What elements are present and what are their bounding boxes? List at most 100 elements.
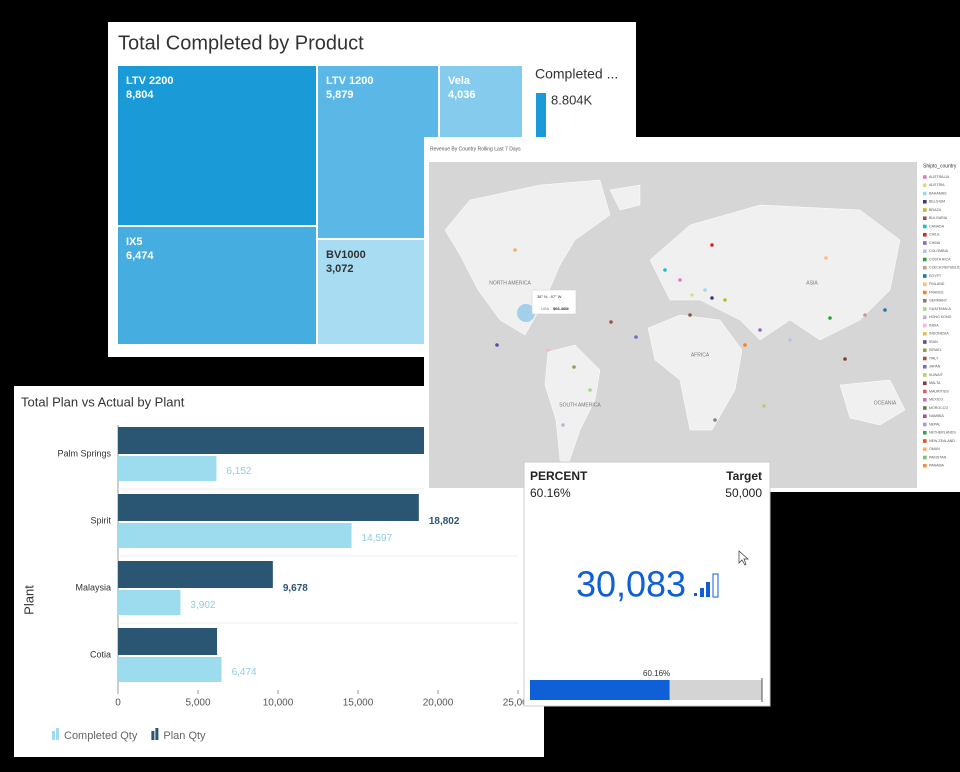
legend-swatch (52, 731, 55, 740)
region-label: OCEANIA (874, 400, 897, 406)
trend-icon (712, 573, 719, 598)
legend-label: MEXICO (929, 398, 943, 402)
x-tick-label: 20,000 (423, 698, 454, 709)
legend-swatch (155, 728, 159, 740)
cursor (738, 550, 749, 566)
land (609, 184, 641, 211)
legend-swatch (923, 282, 927, 287)
legend-swatch (923, 232, 927, 237)
map-point (788, 338, 792, 342)
legend-label: Completed Qty (64, 730, 138, 742)
region-label: AFRICA (691, 352, 710, 358)
map-point (710, 243, 714, 247)
treemap-tile (118, 227, 316, 344)
legend-label: CHILE (929, 233, 940, 237)
legend-label: JAPAN (929, 365, 941, 369)
legend-label: BRAZIL (929, 208, 942, 212)
legend-swatch (151, 731, 155, 740)
legend-label: OMAN (929, 447, 940, 451)
tooltip-coords: 38° N, -97° W (537, 294, 562, 299)
legend-swatch (923, 397, 927, 402)
legend-swatch (923, 323, 927, 328)
tile-label: Vela (448, 75, 471, 87)
bar (118, 657, 222, 682)
legend-swatch (923, 340, 927, 344)
map-point (609, 320, 613, 324)
legend-swatch (923, 414, 927, 419)
map-point (828, 316, 832, 320)
map-point (663, 268, 667, 272)
legend-swatch (923, 373, 927, 377)
legend-swatch (923, 265, 927, 270)
trend-icon (706, 582, 710, 597)
legend-label: CANADA (929, 224, 945, 228)
tile-value: 8,804 (126, 89, 154, 101)
legend-label: ITALY (929, 356, 939, 360)
chart-title: Total Plan vs Actual by Plant (21, 394, 185, 409)
data-label: 18,802 (429, 516, 460, 527)
legend-label: BELGIUM (929, 200, 945, 204)
legend-label: KUWAIT (929, 373, 944, 377)
legend-swatch (923, 381, 927, 386)
map-point (561, 423, 565, 427)
legend-label: PAKISTAN (929, 455, 947, 459)
legend-label: EGYPT (929, 274, 942, 278)
legend-value: 8.804K (551, 92, 593, 107)
map-point (883, 308, 887, 312)
map-point (762, 404, 766, 408)
legend-label: GERMANY (929, 299, 948, 303)
map-point (678, 278, 682, 282)
map-point (710, 296, 714, 300)
bar (118, 561, 273, 588)
legend-label: CZECH REPUBLIC (929, 266, 960, 270)
legend-swatch (923, 298, 927, 303)
progress-bar (530, 680, 670, 700)
y-tick-label: Spirit (90, 515, 111, 525)
legend-label: INDONESIA (929, 332, 949, 336)
legend-label: FINLAND (929, 282, 945, 286)
y-tick-label: Malaysia (75, 582, 111, 592)
legend-label: NEPAL (929, 422, 941, 426)
region-label: NORTH AMERICA (489, 280, 531, 286)
legend-label: CHINA (929, 241, 941, 245)
map-point (588, 388, 592, 392)
legend-swatch (923, 274, 927, 278)
treemap-tile (318, 240, 438, 344)
legend-label: PANAMA (929, 464, 945, 468)
legend-swatch (923, 191, 927, 196)
region-label: ASIA (806, 280, 818, 286)
legend-label: GUATEMALA (929, 307, 952, 311)
data-label: 3,902 (190, 600, 215, 611)
tile-label: LTV 1200 (326, 75, 374, 87)
land (649, 204, 901, 341)
legend-swatch (923, 356, 927, 361)
chart-title: Revenue By Country Rolling Last 7 Days (430, 146, 521, 152)
legend-swatch (923, 175, 927, 179)
legend-swatch (923, 199, 927, 204)
x-tick-label: 0 (115, 698, 121, 709)
legend-label: COSTA RICA (929, 257, 951, 261)
legend-swatch (923, 389, 927, 394)
legend-swatch (923, 331, 927, 336)
legend-label: HONG KONG (929, 315, 952, 319)
legend-label: INDIA (929, 323, 939, 327)
land (839, 379, 906, 426)
legend-label: NETHERLANDS (929, 431, 956, 435)
bar (118, 456, 217, 481)
tile-value: 5,879 (326, 89, 354, 101)
map-panel: Revenue By Country Rolling Last 7 Days NO… (424, 137, 960, 492)
y-axis-title: Plant (21, 585, 36, 615)
tooltip (531, 289, 577, 315)
map-point (546, 348, 550, 352)
legend-swatch (923, 348, 927, 353)
legend-label: NEW ZEALAND (929, 439, 955, 443)
legend-swatch (923, 315, 927, 320)
tile-value: 3,072 (326, 263, 354, 275)
tile-value: 6,474 (126, 250, 154, 262)
map-point (713, 418, 717, 422)
legend-swatch (923, 241, 927, 245)
legend-swatch (923, 406, 927, 410)
legend-color-bar (536, 93, 546, 139)
tile-value: 4,036 (448, 89, 476, 101)
